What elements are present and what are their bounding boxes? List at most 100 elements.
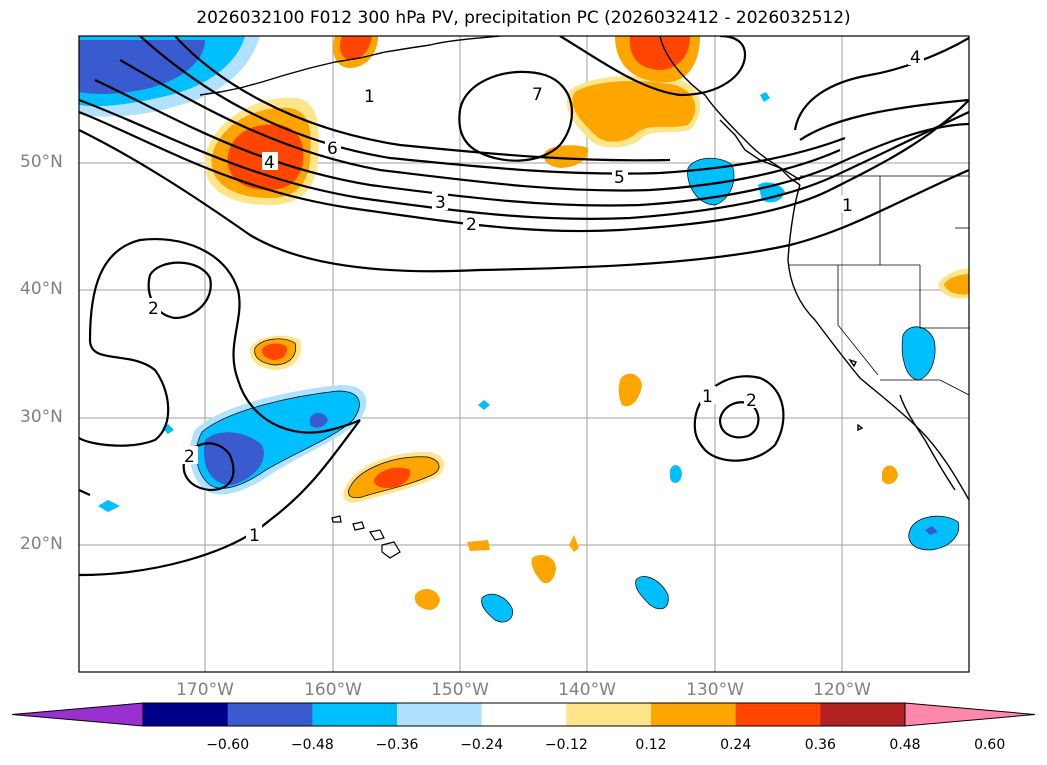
contour-alaska-1 [559,36,747,97]
colorbar-tick-label: 0.60 [974,737,1006,753]
precipitation-shading [79,36,969,622]
contour-ne-4 [793,37,969,131]
colorbar-tick-label: 0.12 [635,737,667,753]
coast-aleutians [199,44,431,96]
coast-bc [719,119,801,186]
contour-label-south-1: 1 [249,526,260,546]
contour-zonal-2 [79,98,969,220]
colorbar-extend-min [11,702,144,727]
colorbar-segment [481,703,567,726]
contour-label-ne-1: 1 [842,196,853,216]
contour-label-6: 6 [327,139,338,159]
colorbar-tick-label: 0.24 [720,737,752,753]
contour-label-3: 3 [435,193,446,213]
shade-gulf-orange [572,80,696,142]
shade-lone-orange3 [467,540,490,551]
shade-outlines [196,157,960,623]
contour-label-cutoff-2: 2 [148,299,159,319]
colorbar-tick-label: 0.36 [804,737,836,753]
shade-top-red [340,36,372,60]
coast-west [787,184,969,501]
coast-baja [899,394,956,491]
contour-label-cutoff2: 2 [184,447,195,467]
outline-band [196,390,360,489]
contour-label-nw-1: 1 [364,87,375,107]
lon-label-150w: 150°W [431,680,489,700]
contour-label-30n-2: 2 [746,391,757,411]
pv-contours [79,36,969,577]
outline-35n [254,338,296,366]
contour-labels: 1 2 3 4 5 6 7 2 1 2 1 2 4 1 [145,47,924,546]
island-maui [369,529,385,541]
coast-island-2 [857,423,864,432]
lat-label-50n: 50°N [20,152,63,172]
map-title: 2026032100 F012 300 hPa PV, precipitatio… [196,8,851,28]
lon-label-130w: 130°W [686,680,744,700]
borders [788,175,969,396]
shade-lone-orange2 [882,465,898,485]
outline-lone2 [481,593,513,623]
shade-coast-orange2 [944,274,969,295]
contour-outer [79,129,969,273]
lat-label-40n: 40°N [20,279,63,299]
outline-hawaii-blue [908,515,960,551]
plot-frame [78,35,970,673]
shade-lone-orange5 [531,555,556,584]
border-mexico [880,379,969,396]
outline-bc [687,157,735,206]
shade-lone-blue6 [635,576,669,609]
colorbar-segment [312,703,398,726]
coastlines [199,36,969,501]
contour-cutoff-outer [79,238,361,447]
shade-lone-orange6 [414,588,440,610]
contour-ne-lower [799,98,969,141]
contour-high-7 [458,70,574,162]
shade-25n-red [374,467,411,488]
colorbar-segment [143,703,229,726]
outline-25n [348,456,440,499]
contour-30n-inner [718,401,760,439]
colorbar-segments [11,702,1036,727]
colorbar-tick-label: −0.36 [375,737,419,753]
contour-south-1b [79,488,91,497]
contour-label-30n-1: 1 [702,387,713,407]
colorbar-segment [651,703,737,726]
border-state-4 [837,265,879,376]
contour-cutoff-2 [182,442,235,492]
colorbar-segment [397,703,483,726]
colorbar-frame [142,702,906,727]
shade-nw-coast-blue [760,92,770,102]
colorbar-segment [566,703,652,726]
colorbar-tick-label: 0.48 [889,737,921,753]
colorbar-segment [227,703,313,726]
island-big [381,541,401,559]
contour-zonal-4 [119,59,841,192]
colorbar-extend-max [904,702,1036,727]
shade-lone-blue4 [670,465,682,483]
contour-label-5: 5 [614,168,625,188]
contour-label-4: 4 [264,153,275,173]
contour-label-7: 7 [532,85,543,105]
map-plot: 1 2 3 4 5 6 7 2 1 2 1 2 4 1 [78,35,970,673]
shade-california-blue [902,326,936,380]
colorbar-tick-label: −0.48 [290,737,334,753]
shade-alaska-red [629,36,690,70]
coast-island-1 [848,358,857,368]
colorbar-tick-label: −0.60 [206,737,250,753]
lat-label-30n: 30°N [20,407,63,427]
contour-south-1 [79,419,361,577]
contour-label-2: 2 [466,215,477,235]
hawaii-islands [331,515,401,559]
contour-zonal-5 [139,36,846,175]
contour-30n-outer [693,375,785,462]
colorbar-segment [820,703,906,726]
island-kauai [331,515,342,523]
lon-label-140w: 140°W [558,680,616,700]
shade-gulf-small [543,145,589,168]
island-oahu [352,521,365,531]
colorbar-tick-label: −0.24 [460,737,504,753]
contour-label-ne-4: 4 [910,48,921,68]
lat-label-20n: 20°N [20,534,63,554]
contour-zonal-6 [174,36,671,162]
shade-lone-blue1 [478,400,490,410]
